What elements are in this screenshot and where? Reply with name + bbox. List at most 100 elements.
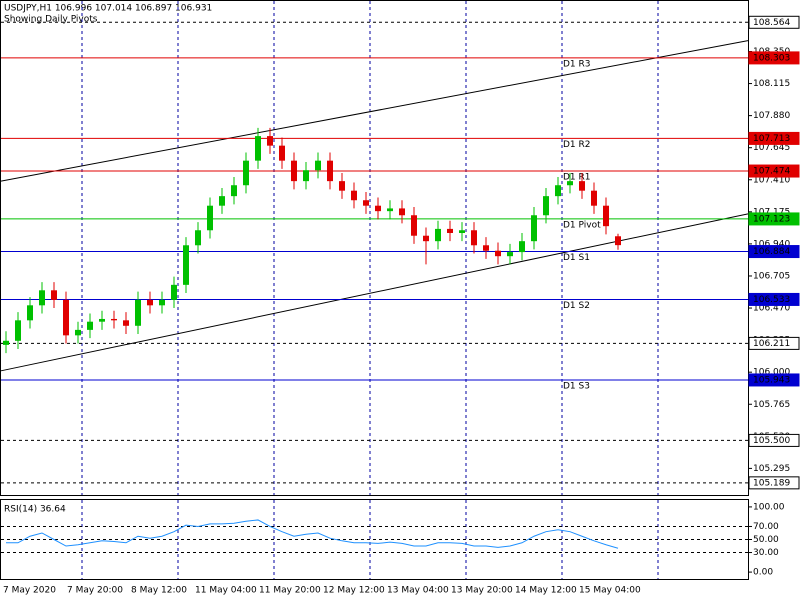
level-label: 108.564	[753, 18, 790, 28]
level-name: D1 R2	[563, 140, 591, 150]
candle-body	[423, 235, 429, 242]
x-tick-label: 14 May 12:00	[515, 586, 577, 596]
level-box	[748, 51, 800, 65]
candle-body	[231, 185, 237, 197]
level-label: 106.211	[753, 339, 790, 349]
y-tick-label: 106.470	[753, 304, 790, 314]
x-tick-label: 11 May 04:00	[195, 586, 257, 596]
level-name: D1 R3	[563, 59, 591, 69]
x-tick-label: 7 May 2020	[3, 586, 56, 596]
candle-body	[507, 252, 513, 257]
y-tick-label: 70.00	[753, 522, 779, 532]
candle-body	[279, 145, 285, 161]
level-box	[748, 164, 800, 178]
candle-body	[567, 181, 573, 186]
level-label: 106.884	[753, 247, 790, 257]
level-box	[748, 245, 800, 259]
level-name: D1 S3	[563, 381, 590, 391]
candle-body	[267, 136, 273, 146]
level-name: D1 S1	[563, 253, 590, 263]
candle-body	[27, 305, 33, 321]
level-box	[748, 292, 800, 306]
y-tick-label: 107.645	[753, 143, 790, 153]
candle-body	[291, 160, 297, 182]
candle-body	[519, 241, 525, 253]
level-box	[748, 131, 800, 145]
level-label: 107.713	[753, 134, 790, 144]
candle-body	[591, 190, 597, 206]
candle-body	[351, 190, 357, 201]
level-label: 105.500	[753, 436, 790, 446]
candle-body	[543, 196, 549, 216]
level-box	[748, 212, 800, 226]
candle-body	[255, 136, 261, 161]
candle-body	[435, 228, 441, 242]
level-box	[748, 336, 800, 350]
y-tick-label: 107.175	[753, 207, 790, 217]
candle-body	[99, 318, 105, 322]
candle-body	[399, 208, 405, 216]
level-name: D1 Pivot	[563, 220, 601, 230]
y-tick-label: 107.410	[753, 175, 790, 185]
y-tick-label: 106.705	[753, 271, 790, 281]
candle-body	[447, 228, 453, 233]
y-tick-label: 50.00	[753, 535, 779, 545]
candle-body	[315, 160, 321, 171]
candle-body	[219, 196, 225, 206]
level-label: 107.474	[753, 167, 790, 177]
y-tick-label: 108.115	[753, 79, 790, 89]
y-tick-label: 0.00	[753, 568, 773, 578]
candle-body	[411, 215, 417, 236]
candle-body	[135, 299, 141, 326]
candle-body	[459, 230, 465, 233]
y-tick-label: 30.00	[753, 548, 779, 558]
candle-body	[375, 205, 381, 212]
level-box	[748, 433, 800, 447]
trend-line	[0, 40, 749, 182]
level-label: 107.123	[753, 214, 790, 224]
candle-body	[159, 299, 165, 306]
candle-body	[483, 245, 489, 251]
candle-body	[147, 299, 153, 306]
y-tick-label: 100.00	[753, 502, 785, 512]
x-tick-label: 11 May 20:00	[259, 586, 321, 596]
candle-body	[87, 321, 93, 330]
candle-body	[387, 208, 393, 212]
level-label: 106.533	[753, 295, 790, 305]
x-tick-label: 8 May 12:00	[131, 586, 187, 596]
candle-body	[327, 160, 333, 182]
candle-body	[579, 181, 585, 191]
x-tick-label: 15 May 04:00	[579, 586, 641, 596]
x-tick-label: 13 May 20:00	[451, 586, 513, 596]
candle-body	[51, 290, 57, 300]
candle-body	[339, 181, 345, 191]
level-label: 105.189	[753, 478, 790, 488]
level-name: D1 S2	[563, 301, 590, 311]
candle-body	[495, 250, 501, 257]
candle-body	[243, 160, 249, 186]
x-tick-label: 12 May 12:00	[323, 586, 385, 596]
candle-body	[171, 284, 177, 300]
candle-body	[363, 200, 369, 206]
candle-body	[615, 236, 621, 246]
candle-body	[195, 230, 201, 246]
level-label: 105.943	[753, 375, 790, 385]
indicator-note: Showing Daily Pivots	[4, 15, 98, 25]
y-tick-label: 106.940	[753, 239, 790, 249]
y-tick-label: 107.880	[753, 111, 790, 121]
candle-body	[303, 170, 309, 182]
x-tick-label: 13 May 04:00	[387, 586, 449, 596]
level-box	[748, 15, 800, 29]
trend-line	[0, 213, 749, 372]
candle-body	[39, 290, 45, 306]
candle-body	[3, 340, 9, 345]
level-box	[748, 476, 800, 490]
y-tick-label: 105.765	[753, 400, 790, 410]
rsi-line	[6, 519, 619, 549]
level-box	[748, 373, 800, 387]
candle-body	[555, 185, 561, 197]
candle-body	[75, 329, 81, 336]
symbol-header: USDJPY,H1 106.996 107.014 106.897 106.93…	[4, 4, 212, 14]
level-label: 108.303	[753, 53, 790, 63]
